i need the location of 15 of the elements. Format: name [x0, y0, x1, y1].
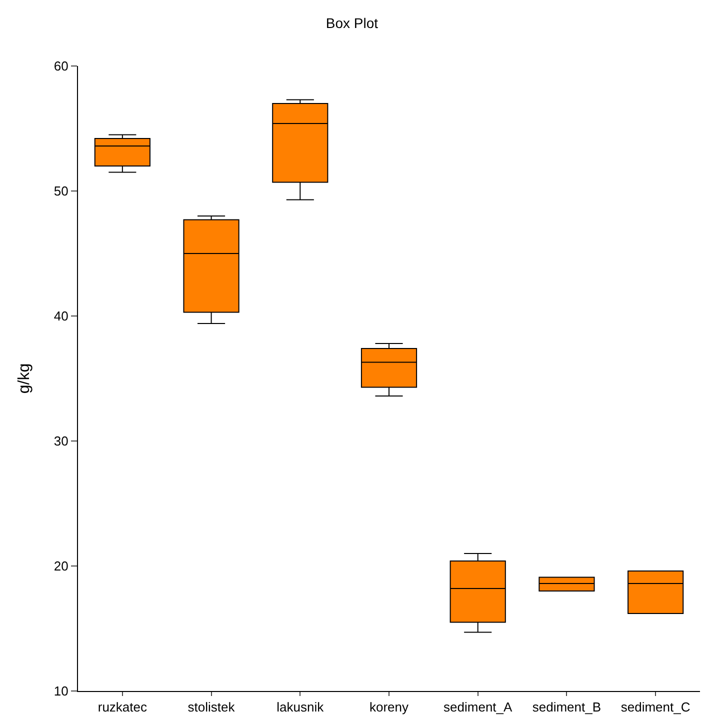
x-tick-label: sediment_A	[444, 700, 513, 715]
y-tick-label: 50	[54, 184, 68, 199]
x-tick-label: sediment_B	[532, 700, 602, 715]
y-tick-label: 30	[54, 434, 68, 449]
y-tick-label: 10	[54, 684, 68, 699]
x-tick-label: ruzkatec	[98, 700, 148, 715]
x-tick-label: lakusnik	[276, 700, 324, 715]
y-tick-label: 60	[54, 58, 68, 74]
chart-title: Box Plot	[326, 14, 378, 31]
x-tick-label: stolistek	[188, 700, 236, 715]
x-tick-label: koreny	[369, 700, 410, 715]
y-tick-label: 20	[54, 558, 68, 574]
x-tick-label: sediment_C	[620, 700, 690, 715]
y-axis-title: g/kg	[16, 363, 33, 394]
y-tick-label: 40	[54, 308, 68, 324]
